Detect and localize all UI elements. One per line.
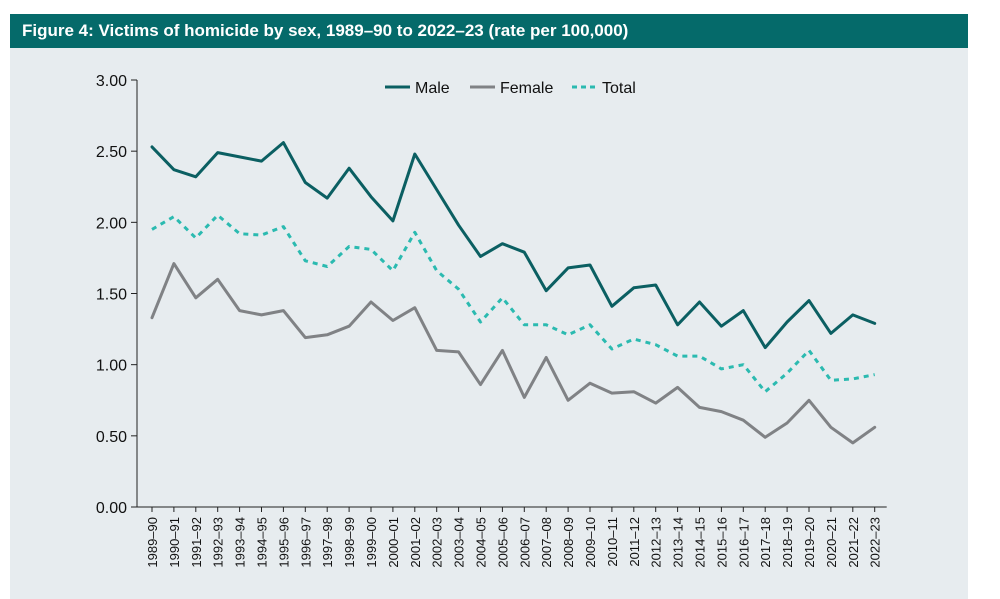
x-tick-label: 2005–06 bbox=[495, 517, 510, 568]
x-tick-label: 2004–05 bbox=[474, 517, 489, 568]
x-tick-label: 2009–10 bbox=[583, 517, 598, 568]
x-tick-label: 2015–16 bbox=[714, 517, 729, 568]
series-female-line bbox=[150, 262, 877, 445]
x-tick-label: 2017–18 bbox=[758, 517, 773, 568]
x-tick-label: 2006–07 bbox=[517, 517, 532, 568]
x-tick-label: 2001–02 bbox=[408, 517, 423, 568]
x-tick-label: 2012–13 bbox=[649, 517, 664, 568]
y-tick-label: 2.50 bbox=[96, 144, 127, 161]
x-tick-label: 1993–94 bbox=[233, 517, 248, 568]
figure-title: Figure 4: Victims of homicide by sex, 19… bbox=[22, 21, 629, 40]
x-tick-label: 2021–22 bbox=[846, 517, 861, 568]
x-tick-label: 1998–99 bbox=[342, 517, 357, 568]
y-tick-label: 1.00 bbox=[96, 358, 127, 375]
legend-label-male: Male bbox=[415, 80, 450, 97]
x-tick-label: 1990–91 bbox=[167, 517, 182, 568]
x-tick-label: 2003–04 bbox=[452, 517, 467, 568]
x-tick-label: 2013–14 bbox=[671, 517, 686, 568]
axes: 0.00 0.50 1.00 1.50 2.00 2.50 3.00 1989–90 1990–… bbox=[96, 73, 887, 568]
y-tick-label: 2.00 bbox=[96, 215, 127, 232]
x-tick-label: 2007–08 bbox=[539, 517, 554, 568]
y-tick-label: 0.50 bbox=[96, 429, 127, 446]
x-tick-label: 2002–03 bbox=[430, 517, 445, 568]
series-layer bbox=[150, 141, 877, 445]
legend-label-female: Female bbox=[500, 80, 553, 97]
x-tick-label: 1997–98 bbox=[320, 517, 335, 568]
x-tick-label: 1991–92 bbox=[189, 517, 204, 568]
x-tick-label: 1996–97 bbox=[298, 517, 313, 568]
x-tick-label: 2010–11 bbox=[605, 517, 620, 567]
x-tick-label: 2020–21 bbox=[824, 517, 839, 568]
x-tick-label: 1995–96 bbox=[276, 517, 291, 568]
x-tick-label: 2008–09 bbox=[561, 517, 576, 568]
x-tick-label: 1994–95 bbox=[255, 517, 270, 568]
y-tick-label: 3.00 bbox=[96, 73, 127, 90]
legend: Male Female Total bbox=[385, 80, 636, 97]
x-tick-label: 1992–93 bbox=[211, 517, 226, 568]
x-tick-label: 1989–90 bbox=[145, 517, 160, 568]
y-tick-label: 0.00 bbox=[96, 500, 127, 517]
x-tick-label: 2011–12 bbox=[627, 517, 642, 567]
y-tick-label: 1.50 bbox=[96, 287, 127, 304]
x-tick-label: 2022–23 bbox=[868, 517, 883, 568]
figure-title-bar: Figure 4: Victims of homicide by sex, 19… bbox=[10, 14, 968, 48]
x-tick-label: 2000–01 bbox=[386, 517, 401, 568]
x-tick-label: 2014–15 bbox=[693, 517, 708, 568]
chart-panel bbox=[10, 14, 968, 599]
series-total-line bbox=[151, 213, 875, 394]
x-tick-label: 1999–00 bbox=[364, 517, 379, 568]
x-tick-label: 2016–17 bbox=[736, 517, 751, 568]
x-tick-label: 2019–20 bbox=[802, 517, 817, 568]
series-male-line bbox=[150, 141, 877, 350]
x-tick-label: 2018–19 bbox=[780, 517, 795, 568]
legend-label-total: Total bbox=[602, 80, 636, 97]
